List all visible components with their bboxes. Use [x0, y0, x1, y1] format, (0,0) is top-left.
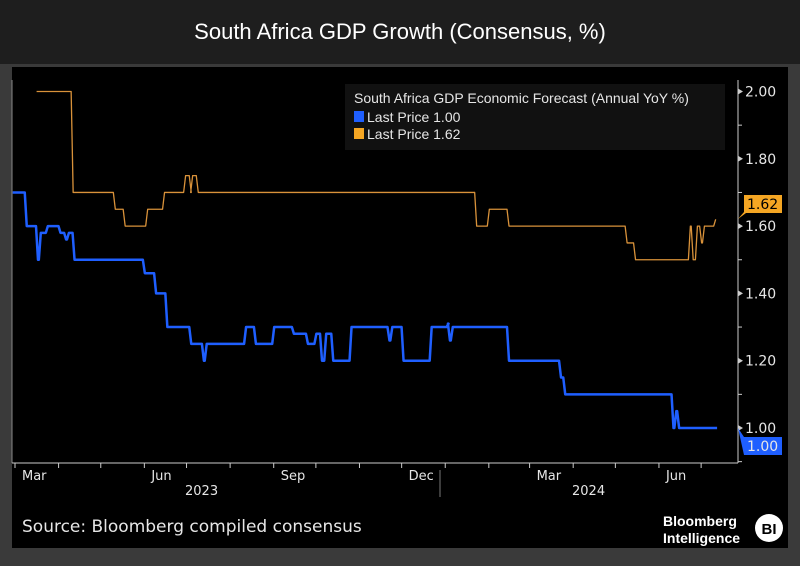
source-note: Source: Bloomberg compiled consensus [22, 517, 362, 537]
orange-tag-shape [738, 195, 782, 219]
y-tick-label: 1.20 [745, 354, 776, 370]
legend-swatch-blue [354, 111, 364, 122]
bi-logo-text: BI [762, 521, 777, 538]
y-tick-mark [738, 155, 743, 162]
y-tick-mark [738, 88, 743, 95]
x-tick-label: Dec [409, 469, 434, 484]
y-tick-mark [738, 290, 743, 297]
last-value-tag-orange: 1.62 [738, 195, 782, 219]
y-tick-label: 1.40 [745, 286, 776, 302]
legend-title: South Africa GDP Economic Forecast (Annu… [354, 90, 689, 106]
series-line-blue [12, 191, 718, 430]
x-tick-label: Mar [22, 469, 47, 484]
y-tick-mark [738, 357, 743, 364]
legend-box [345, 84, 725, 150]
legend-entry-orange: Last Price 1.62 [367, 126, 461, 142]
year-label-2024: 2024 [572, 484, 605, 499]
orange-tag-value: 1.62 [747, 197, 778, 213]
x-tick-label: Jun [665, 469, 686, 484]
y-tick-label: 2.00 [745, 85, 776, 101]
bi-logo-icon [755, 514, 783, 542]
legend-swatch-orange [354, 128, 364, 139]
brand-line1: Bloomberg [663, 513, 737, 529]
y-tick-label: 1.00 [745, 421, 776, 437]
x-tick-label: Mar [537, 469, 562, 484]
y-tick-label: 1.80 [745, 152, 776, 168]
x-tick-label: Jun [150, 469, 171, 484]
chart-title: South Africa GDP Growth (Consensus, %) [0, 0, 800, 64]
year-label-2023: 2023 [185, 484, 218, 499]
brand-line2: Intelligence [663, 530, 740, 546]
legend-entry-blue: Last Price 1.00 [367, 109, 461, 125]
series-line-orange [36, 90, 717, 261]
y-tick-label: 1.60 [745, 219, 776, 235]
blue-tag-shape [738, 428, 782, 455]
last-value-tag-blue: 1.00 [738, 428, 782, 455]
axes [11, 80, 739, 497]
y-tick-mark [738, 223, 743, 230]
blue-tag-value: 1.00 [747, 439, 778, 455]
legend: South Africa GDP Economic Forecast (Annu… [345, 84, 725, 150]
y-tick-mark [738, 425, 743, 431]
x-tick-label: Sep [281, 469, 306, 484]
